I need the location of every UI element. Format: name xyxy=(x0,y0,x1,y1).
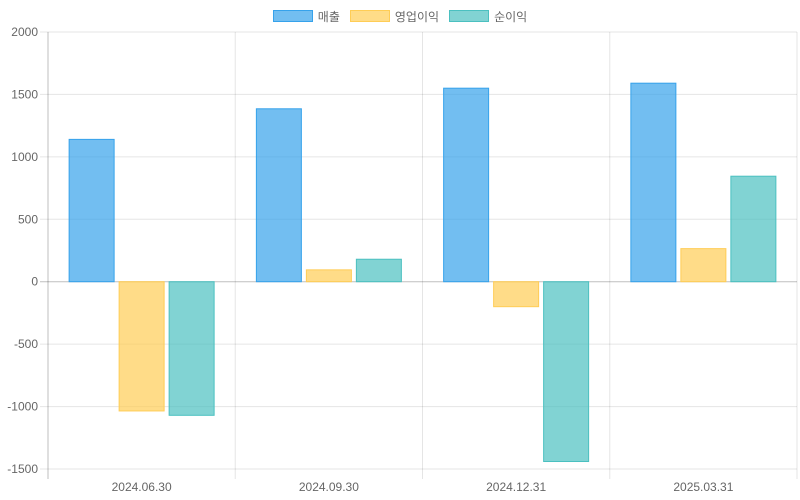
legend-item-operating-profit[interactable]: 영업이익 xyxy=(349,8,440,25)
bar-2-0 xyxy=(168,281,215,416)
bar-0-2 xyxy=(443,87,490,283)
legend-swatch-net-income xyxy=(449,10,490,22)
chart-legend: 매출 영업이익 순이익 xyxy=(0,7,800,25)
bar-1-1 xyxy=(305,269,352,283)
legend-label-sales: 매출 xyxy=(317,9,340,24)
bar-0-3 xyxy=(630,82,677,283)
bar-2-2 xyxy=(543,281,590,463)
y-tick-label: 1500 xyxy=(11,87,38,101)
bar-1-2 xyxy=(493,281,540,308)
legend-swatch-operating-profit xyxy=(349,10,390,22)
bar-1-0 xyxy=(118,281,165,412)
y-tick-label: 1000 xyxy=(11,150,38,164)
x-tick-label: 2024.12.31 xyxy=(486,480,546,494)
y-tick-label: -1500 xyxy=(7,462,38,476)
axis-layer: 2000 1500 1000 500 0 -500 -1000 -1500 2024.06.30… xyxy=(7,25,733,494)
legend-item-net-income[interactable]: 순이익 xyxy=(449,8,527,25)
bar-1-3 xyxy=(680,248,727,283)
legend-swatch-sales xyxy=(272,10,313,22)
y-tick-label: -500 xyxy=(14,337,38,351)
bar-layer xyxy=(68,82,777,463)
y-tick-label: 2000 xyxy=(11,25,38,39)
bar-0-0 xyxy=(68,138,115,283)
y-tick-label: 500 xyxy=(18,212,38,226)
x-tick-label: 2024.09.30 xyxy=(299,480,359,494)
legend-label-net-income: 순이익 xyxy=(494,9,528,24)
legend-item-sales[interactable]: 매출 xyxy=(272,8,340,25)
grid-layer xyxy=(40,31,798,479)
legend-label-operating-profit: 영업이익 xyxy=(394,9,440,24)
x-tick-label: 2025.03.31 xyxy=(673,480,733,494)
y-tick-label: -1000 xyxy=(7,400,38,414)
bar-2-1 xyxy=(355,258,402,283)
bar-2-3 xyxy=(730,175,777,283)
bar-0-1 xyxy=(255,108,302,283)
x-tick-label: 2024.06.30 xyxy=(112,480,172,494)
y-tick-label: 0 xyxy=(31,275,38,289)
